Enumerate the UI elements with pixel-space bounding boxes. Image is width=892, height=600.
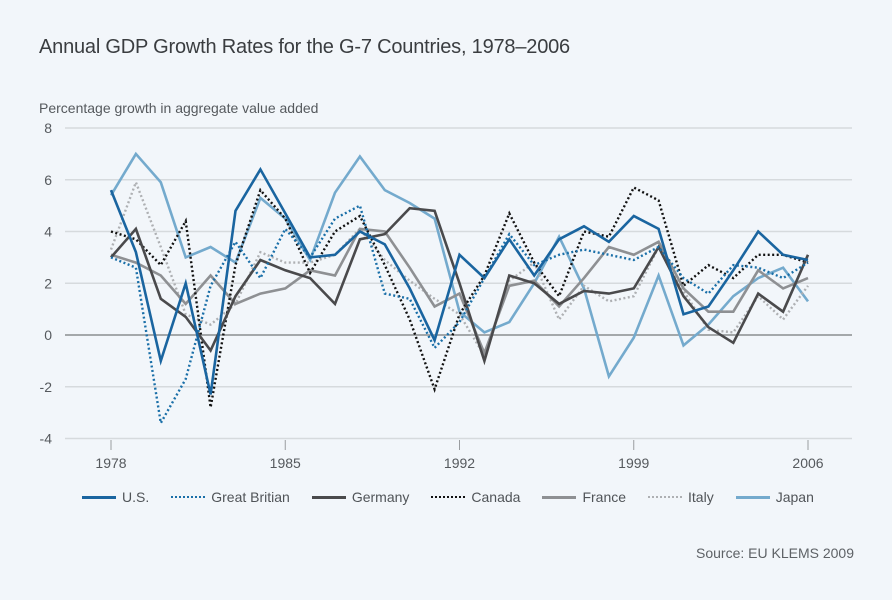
legend-item: Canada (431, 489, 520, 505)
legend-label: Canada (471, 489, 521, 505)
source-note: Source: EU KLEMS 2009 (696, 545, 854, 561)
series-line-germany (110, 206, 810, 366)
y-tick-label: 6 (44, 172, 52, 188)
legend-item: Germany (311, 489, 410, 505)
series-line-u-s (109, 166, 809, 395)
series-line-japan (109, 151, 810, 380)
series-line-france (110, 227, 809, 357)
x-tick-label: 1992 (444, 455, 475, 471)
y-tick-label: 8 (44, 120, 52, 136)
chart-title: Annual GDP Growth Rates for the G-7 Coun… (39, 36, 570, 58)
y-tick-label: -4 (40, 431, 53, 447)
y-tick-label: -2 (40, 379, 53, 395)
y-tick-label: 2 (44, 275, 52, 291)
legend-swatch (311, 495, 346, 499)
legend-item: Great Britian (171, 489, 290, 505)
y-tick-label: 0 (44, 327, 52, 343)
series-line-canada (110, 185, 809, 408)
legend-label: U.S. (122, 489, 150, 505)
legend-swatch (431, 496, 466, 498)
x-tick-label: 1999 (618, 455, 649, 471)
y-tick-label: 4 (44, 224, 52, 240)
x-tick-label: 1985 (270, 455, 301, 471)
legend-label: Japan (775, 489, 814, 505)
legend-swatch (648, 496, 683, 498)
legend-label: Italy (688, 489, 714, 505)
legend-item: Japan (735, 489, 814, 505)
legend-swatch (82, 495, 116, 499)
series-line-great-britian (110, 203, 809, 427)
legend-swatch (171, 496, 206, 498)
chart-legend: U.S. Great Britian Germany Canada France Ital… (82, 489, 836, 505)
legend-item: U.S. (82, 489, 149, 505)
legend-label: Great Britian (211, 489, 290, 505)
legend-swatch (542, 495, 577, 499)
legend-item: France (542, 489, 626, 505)
y-axis-label: Percentage growth in aggregate value add… (39, 100, 319, 116)
x-tick-label: 2006 (792, 455, 823, 471)
series-line-italy (109, 178, 809, 359)
legend-item: Italy (648, 489, 714, 505)
legend-label: Germany (351, 489, 410, 505)
x-tick-label: 1978 (95, 455, 126, 471)
legend-label: France (582, 489, 627, 505)
legend-swatch (735, 495, 770, 499)
